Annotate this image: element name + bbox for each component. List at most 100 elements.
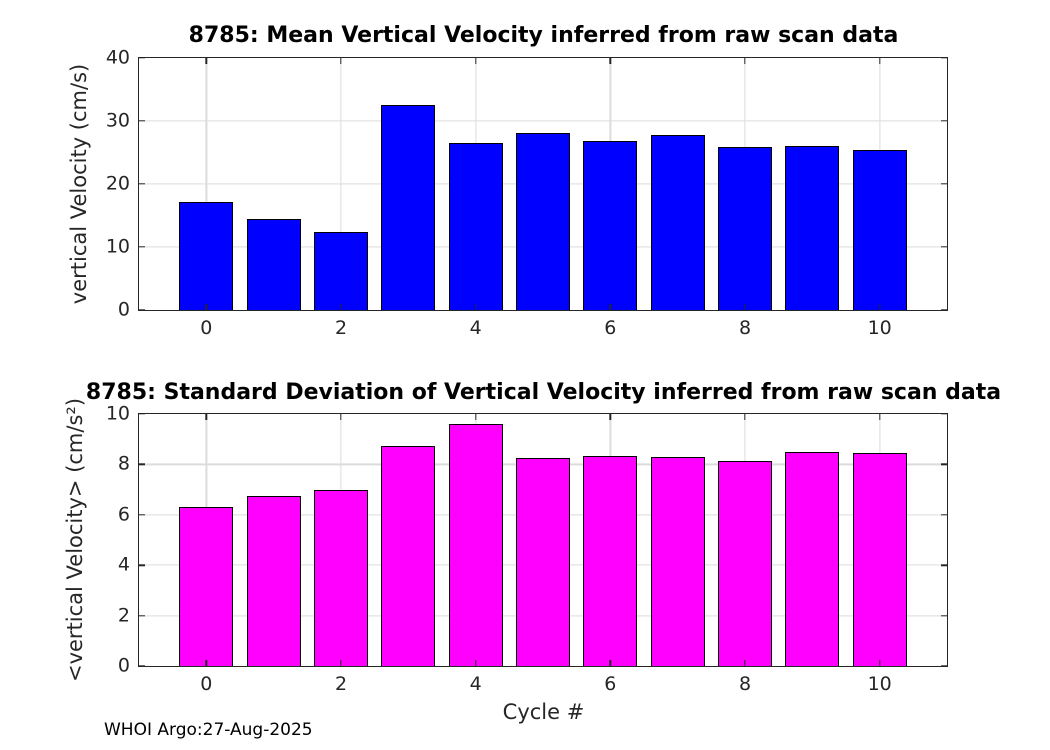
x-tick-mark xyxy=(205,414,208,420)
bar xyxy=(246,218,301,310)
x-tick-mark xyxy=(609,58,612,64)
y-gridline xyxy=(139,120,947,122)
x-tick-mark xyxy=(474,304,477,310)
x-tick-label: 2 xyxy=(334,673,348,695)
x-tick-label: 0 xyxy=(200,317,213,339)
std-velocity-chart-title: 8785: Standard Deviation of Vertical Vel… xyxy=(85,380,1002,405)
x-tick-mark xyxy=(744,414,746,420)
bar xyxy=(179,507,234,666)
x-tick-mark xyxy=(744,58,746,64)
bar xyxy=(718,147,772,310)
x-tick-mark xyxy=(340,414,342,420)
bar xyxy=(314,489,368,666)
watermark-text: WHOI Argo:27-Aug-2025 xyxy=(104,720,313,740)
x-tick-label: 0 xyxy=(200,673,213,695)
x-axis-label: Cycle # xyxy=(502,700,585,724)
x-tick-label: 4 xyxy=(469,673,482,695)
y-tick-mark xyxy=(941,183,947,185)
x-tick-label: 10 xyxy=(867,673,892,695)
bar xyxy=(718,460,772,666)
bar xyxy=(381,105,436,310)
bar xyxy=(852,149,907,310)
y-tick-mark xyxy=(941,665,947,667)
x-tick-mark xyxy=(340,660,342,666)
bar xyxy=(381,445,436,666)
y-tick-mark xyxy=(941,514,947,516)
x-tick-mark xyxy=(744,304,746,310)
y-tick-mark xyxy=(139,57,145,59)
y-tick-label: 10 xyxy=(105,235,130,258)
mean-velocity-y-axis-label: vertical Velocity (cm/s) xyxy=(67,63,91,305)
bar xyxy=(650,134,705,310)
y-tick-mark xyxy=(941,120,947,122)
x-tick-label: 4 xyxy=(469,317,482,339)
x-tick-mark xyxy=(474,414,477,420)
y-tick-mark xyxy=(941,463,947,466)
y-tick-mark xyxy=(139,246,145,248)
bar xyxy=(650,456,705,666)
x-tick-mark xyxy=(744,660,746,666)
y-tick-mark xyxy=(139,309,145,311)
y-tick-label: 0 xyxy=(117,298,130,321)
bar xyxy=(314,231,368,310)
x-tick-mark xyxy=(609,660,612,666)
bar xyxy=(785,451,840,666)
std-velocity-plot-area: 0 2 4 6 8 10 0 2 4 6 8 10 xyxy=(106,404,948,694)
y-tick-mark xyxy=(139,564,145,566)
x-tick-mark xyxy=(609,414,612,420)
bar xyxy=(448,424,503,666)
x-tick-mark xyxy=(205,660,208,666)
y-tick-mark xyxy=(941,309,947,311)
x-tick-mark xyxy=(609,304,612,310)
x-tick-label: 2 xyxy=(334,317,348,339)
y-tick-label: 8 xyxy=(117,452,130,475)
y-tick-label: 0 xyxy=(117,654,130,677)
y-tick-mark xyxy=(139,413,145,415)
y-tick-label: 6 xyxy=(117,503,130,526)
x-tick-mark xyxy=(878,58,881,64)
y-tick-label: 4 xyxy=(117,553,130,576)
y-tick-mark xyxy=(941,57,947,59)
bar xyxy=(583,455,638,666)
mean-velocity-plot-area: 0 2 4 6 8 10 0 10 20 30 40 xyxy=(106,48,948,338)
x-tick-mark xyxy=(474,58,477,64)
y-tick-label: 40 xyxy=(105,46,130,69)
x-tick-mark xyxy=(878,414,881,420)
y-tick-mark xyxy=(941,413,947,415)
y-tick-mark xyxy=(139,665,145,667)
bar xyxy=(785,146,840,310)
y-tick-mark xyxy=(139,614,145,617)
std-velocity-y-axis-label: <vertical Velocity> (cm/s²) xyxy=(63,397,87,683)
bar xyxy=(516,132,570,310)
y-tick-label: 20 xyxy=(105,172,130,195)
x-tick-mark xyxy=(878,304,881,310)
mean-velocity-chart-title: 8785: Mean Vertical Velocity inferred fr… xyxy=(188,23,899,48)
x-tick-label: 8 xyxy=(738,673,752,695)
x-tick-label: 8 xyxy=(738,317,752,339)
y-tick-mark xyxy=(139,120,145,122)
y-tick-mark xyxy=(941,614,947,617)
x-tick-mark xyxy=(340,304,342,310)
bar xyxy=(179,201,234,310)
x-tick-label: 10 xyxy=(867,317,892,339)
bar xyxy=(852,453,907,666)
x-tick-mark xyxy=(205,304,208,310)
bar xyxy=(583,141,638,310)
x-tick-label: 6 xyxy=(604,317,617,339)
x-tick-mark xyxy=(340,58,342,64)
y-tick-mark xyxy=(941,564,947,566)
y-tick-mark xyxy=(139,183,145,185)
x-tick-label: 6 xyxy=(604,673,617,695)
y-tick-label: 2 xyxy=(117,604,130,627)
y-tick-mark xyxy=(139,514,145,516)
x-tick-mark xyxy=(474,660,477,666)
x-tick-mark xyxy=(205,58,208,64)
y-tick-mark xyxy=(941,246,947,248)
bar xyxy=(448,143,503,310)
x-tick-mark xyxy=(878,660,881,666)
bar xyxy=(516,458,570,666)
y-tick-label: 30 xyxy=(105,109,130,132)
bar xyxy=(246,495,301,666)
y-tick-mark xyxy=(139,463,145,466)
